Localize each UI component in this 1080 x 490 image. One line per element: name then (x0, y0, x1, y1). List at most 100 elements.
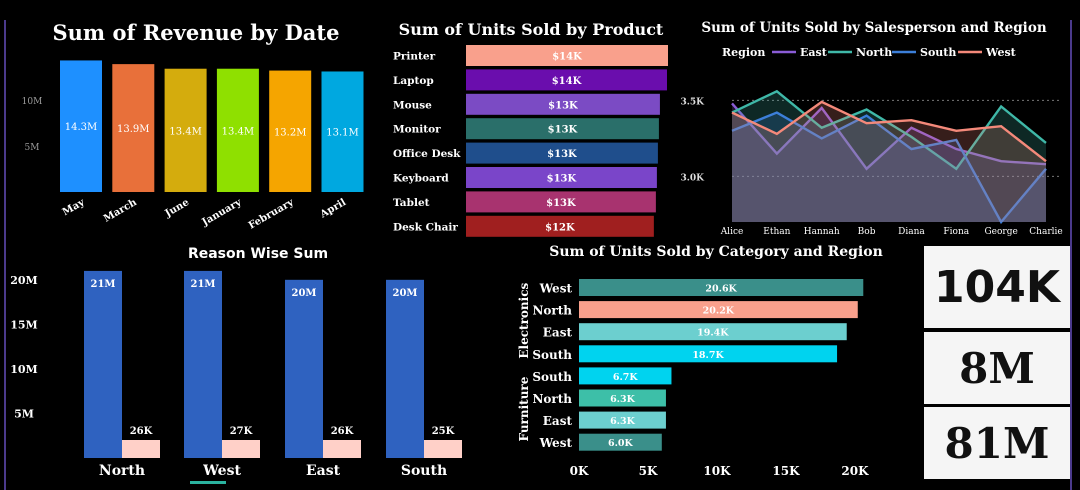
product-category-label: Laptop (393, 75, 434, 87)
kpi-card-2[interactable]: 8M (924, 332, 1070, 404)
units-by-category-panel: Sum of Units Sold by Category and Region… (512, 244, 920, 480)
product-category-label: Monitor (393, 124, 441, 136)
category-xtick-label: 0K (570, 464, 589, 478)
category-region-label: West (539, 282, 573, 296)
product-bar-label: $12K (545, 222, 575, 233)
salesperson-xtick-label: Ethan (763, 227, 790, 237)
kpi-card-3[interactable]: 81M (924, 407, 1070, 479)
product-category-label: Mouse (393, 99, 432, 111)
product-bar (466, 93, 660, 115)
category-bar-label: 6.0K (608, 438, 634, 449)
category-region-label: East (543, 326, 573, 340)
salesperson-ytick-label: 3.5K (681, 97, 706, 107)
reason-bar-secondary (122, 440, 160, 458)
area-line-south (731, 111, 1047, 225)
reason-category-label: East (306, 463, 341, 479)
category-bar (579, 301, 858, 319)
category-bar (579, 433, 662, 451)
product-bar (466, 118, 659, 140)
product-bar-label: $14K (552, 52, 582, 63)
category-region-label: North (532, 392, 572, 406)
reason-bar-primary (386, 279, 424, 458)
product-category-label: Tablet (393, 197, 430, 209)
area-fill-west (732, 101, 1046, 222)
revenue-bar-label: 13.2M (274, 127, 307, 138)
category-xtick-label: 10K (703, 464, 731, 478)
reason-bar-secondary (222, 440, 260, 458)
reason-bar-secondary-label: 25K (432, 426, 455, 437)
product-bar-chart: Printer $14K Laptop $14K Mouse $13K Monitor $13… (393, 45, 668, 237)
category-bar-label: 6.3K (610, 416, 636, 427)
salesperson-xtick-label: George (984, 227, 1017, 237)
revenue-bar-chart: 5M 10M 14.3M May 13.9M March 13.4M June 13.4M Jan… (22, 60, 364, 232)
category-bar-label: 20.6K (705, 284, 737, 295)
product-bar-label: $13K (546, 198, 576, 209)
revenue-bar-label: 13.4M (169, 126, 202, 137)
reason-bar-primary-label: 21M (91, 279, 116, 290)
salesperson-chart-title: Sum of Units Sold by Salesperson and Reg… (701, 20, 1047, 36)
revenue-category-label: June (163, 197, 192, 220)
page-indicator[interactable] (190, 481, 226, 484)
category-bar-label: 6.7K (613, 372, 639, 383)
salesperson-ytick-label: 3.0K (681, 173, 706, 183)
category-region-label: North (532, 304, 572, 318)
revenue-ytick-label: 10M (22, 97, 43, 107)
revenue-bar (60, 60, 102, 192)
product-category-label: Printer (393, 51, 436, 63)
reason-wise-panel: Reason Wise Sum 5M 10M 15M 20M 21M 26K North 21… (8, 244, 508, 480)
salesperson-xtick-label: Hannah (804, 227, 840, 237)
category-bar (579, 345, 838, 363)
category-xtick-label: 5K (639, 464, 658, 478)
reason-bar-secondary-label: 26K (130, 426, 153, 437)
reason-bar-secondary (323, 440, 361, 458)
legend-title: Region (722, 46, 765, 59)
legend-label: South (920, 46, 956, 59)
revenue-category-label: April (318, 197, 348, 221)
salesperson-area-chart: Region East North South West 3.0K 3.5K Alice Eth… (681, 46, 1063, 237)
revenue-category-label: February (247, 196, 297, 231)
area-line-north (731, 89, 1047, 171)
product-bar (466, 69, 667, 91)
product-bar (466, 167, 657, 188)
revenue-bar (216, 68, 259, 192)
category-region-label: West (539, 436, 573, 450)
reason-bar-secondary-label: 27K (230, 426, 253, 437)
right-border (1070, 20, 1072, 490)
revenue-category-label: January (200, 196, 245, 228)
category-xtick-label: 20K (841, 464, 869, 478)
area-line-east (731, 102, 1047, 171)
product-bar-label: $13K (548, 125, 578, 136)
reason-bar-primary (184, 270, 222, 458)
category-chart-title: Sum of Units Sold by Category and Region (549, 244, 883, 260)
revenue-chart-title: Sum of Revenue by Date (52, 20, 340, 45)
kpi-card-1[interactable]: 104K (924, 246, 1070, 328)
revenue-bar (321, 71, 364, 192)
salesperson-xtick-label: Charlie (1029, 227, 1062, 237)
reason-category-label: West (202, 463, 241, 479)
category-bar-chart: West 20.6K North 20.2K East 19.4K South 18.7K So… (517, 279, 869, 478)
category-group-label: Electronics (517, 282, 531, 358)
kpi-value-2: 8M (959, 343, 1035, 393)
reason-ytick-label: 15M (10, 318, 37, 331)
product-bar (466, 215, 654, 237)
revenue-bar-label: 13.9M (117, 124, 150, 135)
product-bar (466, 191, 656, 213)
product-bar (466, 45, 668, 66)
product-bar-label: $13K (547, 149, 577, 160)
kpi-value-3: 81M (944, 418, 1050, 468)
area-fill-south (732, 112, 1046, 222)
reason-bar-chart: 5M 10M 15M 20M 21M 26K North 21M 27K West 20M 26K Ea… (10, 270, 462, 479)
units-by-product-panel: Sum of Units Sold by Product Printer $14K… (388, 14, 674, 242)
left-border (4, 20, 6, 490)
reason-bar-primary (84, 270, 122, 458)
units-by-salesperson-panel: Sum of Units Sold by Salesperson and Reg… (678, 14, 1070, 242)
salesperson-xtick-label: Alice (720, 227, 744, 237)
category-bar-label: 6.3K (610, 394, 636, 405)
area-line-west (731, 100, 1047, 163)
product-bar-label: $13K (547, 174, 577, 185)
reason-bar-secondary-label: 26K (331, 426, 354, 437)
revenue-bar-label: 14.3M (65, 122, 98, 133)
area-fill-north (732, 91, 1046, 222)
reason-ytick-label: 10M (10, 363, 37, 376)
category-region-label: South (532, 348, 572, 362)
